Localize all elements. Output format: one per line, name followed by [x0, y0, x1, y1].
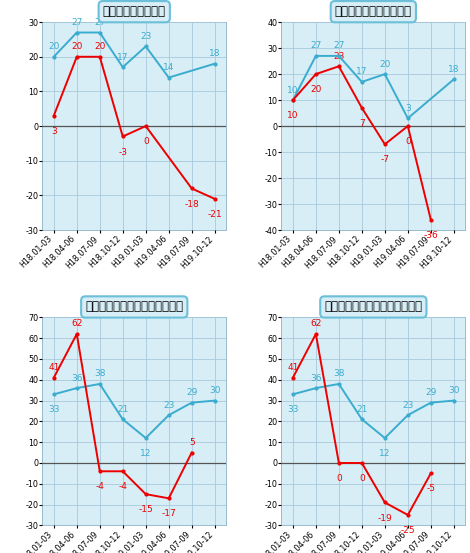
Text: -21: -21 — [207, 210, 222, 219]
Text: 3: 3 — [405, 104, 411, 113]
Text: 27: 27 — [71, 18, 82, 27]
Text: 10: 10 — [287, 111, 298, 120]
Text: 36: 36 — [71, 373, 83, 383]
Title: ２－３階建て賃貸住宅受注戸数: ２－３階建て賃貸住宅受注戸数 — [85, 300, 183, 314]
Text: 23: 23 — [163, 400, 174, 410]
Text: 17: 17 — [117, 53, 128, 61]
Text: 18: 18 — [209, 49, 220, 58]
Text: 30: 30 — [448, 386, 460, 395]
Text: 27: 27 — [94, 18, 105, 27]
Text: 23: 23 — [402, 400, 414, 410]
Text: 17: 17 — [356, 67, 368, 76]
Text: 3: 3 — [51, 127, 57, 136]
Text: -25: -25 — [400, 526, 415, 535]
Text: 23: 23 — [333, 52, 345, 61]
Text: 30: 30 — [209, 386, 220, 395]
Text: 10: 10 — [287, 86, 298, 95]
Text: 7: 7 — [359, 119, 365, 128]
Text: 12: 12 — [379, 449, 391, 458]
Text: 38: 38 — [333, 369, 345, 378]
Text: -7: -7 — [380, 155, 389, 164]
Text: 12: 12 — [140, 449, 151, 458]
Text: 41: 41 — [48, 363, 60, 372]
Text: -19: -19 — [377, 514, 392, 523]
Text: 0: 0 — [405, 137, 411, 146]
Title: ２－３階建て賃貸住宅受注金額: ２－３階建て賃貸住宅受注金額 — [324, 300, 423, 314]
Text: 20: 20 — [310, 85, 321, 94]
Text: 14: 14 — [163, 63, 174, 72]
Text: 33: 33 — [287, 405, 298, 414]
Text: 33: 33 — [48, 405, 60, 414]
Text: 23: 23 — [140, 32, 151, 41]
Text: 5: 5 — [189, 438, 195, 447]
Text: 0: 0 — [143, 137, 149, 146]
Text: 27: 27 — [333, 41, 345, 50]
Text: 38: 38 — [94, 369, 106, 378]
Text: 0: 0 — [336, 474, 342, 483]
Text: 29: 29 — [425, 388, 437, 397]
Text: -4: -4 — [118, 482, 127, 492]
Text: 36: 36 — [310, 373, 321, 383]
Text: 18: 18 — [448, 65, 460, 74]
Text: 0: 0 — [359, 474, 365, 483]
Text: 27: 27 — [310, 41, 321, 50]
Text: -3: -3 — [118, 148, 127, 156]
Title: 戸建て分譲住宅受注金額: 戸建て分譲住宅受注金額 — [335, 5, 412, 18]
Text: -36: -36 — [423, 231, 438, 240]
Text: 62: 62 — [310, 320, 321, 328]
Text: -18: -18 — [184, 200, 199, 208]
Text: 20: 20 — [379, 60, 391, 69]
Text: 20: 20 — [48, 42, 60, 51]
Text: 62: 62 — [71, 320, 82, 328]
Text: 21: 21 — [117, 405, 128, 414]
Text: -15: -15 — [138, 505, 153, 514]
Title: 戸建て分譲住宅戸数: 戸建て分譲住宅戸数 — [103, 5, 166, 18]
Text: 20: 20 — [94, 42, 105, 51]
Text: 21: 21 — [356, 405, 368, 414]
Text: -5: -5 — [426, 484, 435, 493]
Text: 20: 20 — [71, 42, 82, 51]
Text: -17: -17 — [161, 509, 176, 518]
Text: 29: 29 — [186, 388, 197, 397]
Text: -4: -4 — [95, 482, 104, 492]
Text: 41: 41 — [287, 363, 298, 372]
